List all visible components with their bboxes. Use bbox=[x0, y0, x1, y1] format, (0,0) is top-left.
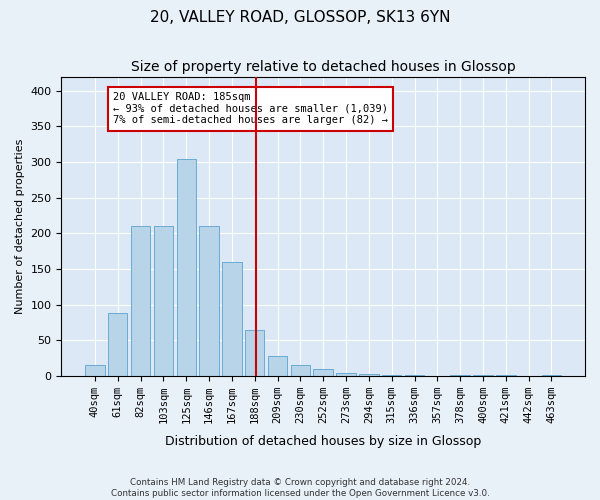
Bar bbox=[337, 372, 356, 376]
Text: Contains HM Land Registry data © Crown copyright and database right 2024.
Contai: Contains HM Land Registry data © Crown c… bbox=[110, 478, 490, 498]
Bar bbox=[496, 374, 515, 376]
Bar bbox=[154, 226, 173, 376]
Bar bbox=[405, 374, 424, 376]
Bar bbox=[245, 330, 265, 376]
Bar bbox=[199, 226, 219, 376]
Bar bbox=[451, 374, 470, 376]
Bar bbox=[85, 366, 104, 376]
Bar bbox=[176, 158, 196, 376]
Bar bbox=[359, 374, 379, 376]
Y-axis label: Number of detached properties: Number of detached properties bbox=[15, 138, 25, 314]
Bar bbox=[313, 369, 333, 376]
Text: 20 VALLEY ROAD: 185sqm
← 93% of detached houses are smaller (1,039)
7% of semi-d: 20 VALLEY ROAD: 185sqm ← 93% of detached… bbox=[113, 92, 388, 126]
Bar bbox=[268, 356, 287, 376]
Bar bbox=[108, 314, 127, 376]
X-axis label: Distribution of detached houses by size in Glossop: Distribution of detached houses by size … bbox=[165, 434, 481, 448]
Bar bbox=[131, 226, 150, 376]
Text: 20, VALLEY ROAD, GLOSSOP, SK13 6YN: 20, VALLEY ROAD, GLOSSOP, SK13 6YN bbox=[150, 10, 450, 25]
Title: Size of property relative to detached houses in Glossop: Size of property relative to detached ho… bbox=[131, 60, 515, 74]
Bar bbox=[290, 366, 310, 376]
Bar bbox=[222, 262, 242, 376]
